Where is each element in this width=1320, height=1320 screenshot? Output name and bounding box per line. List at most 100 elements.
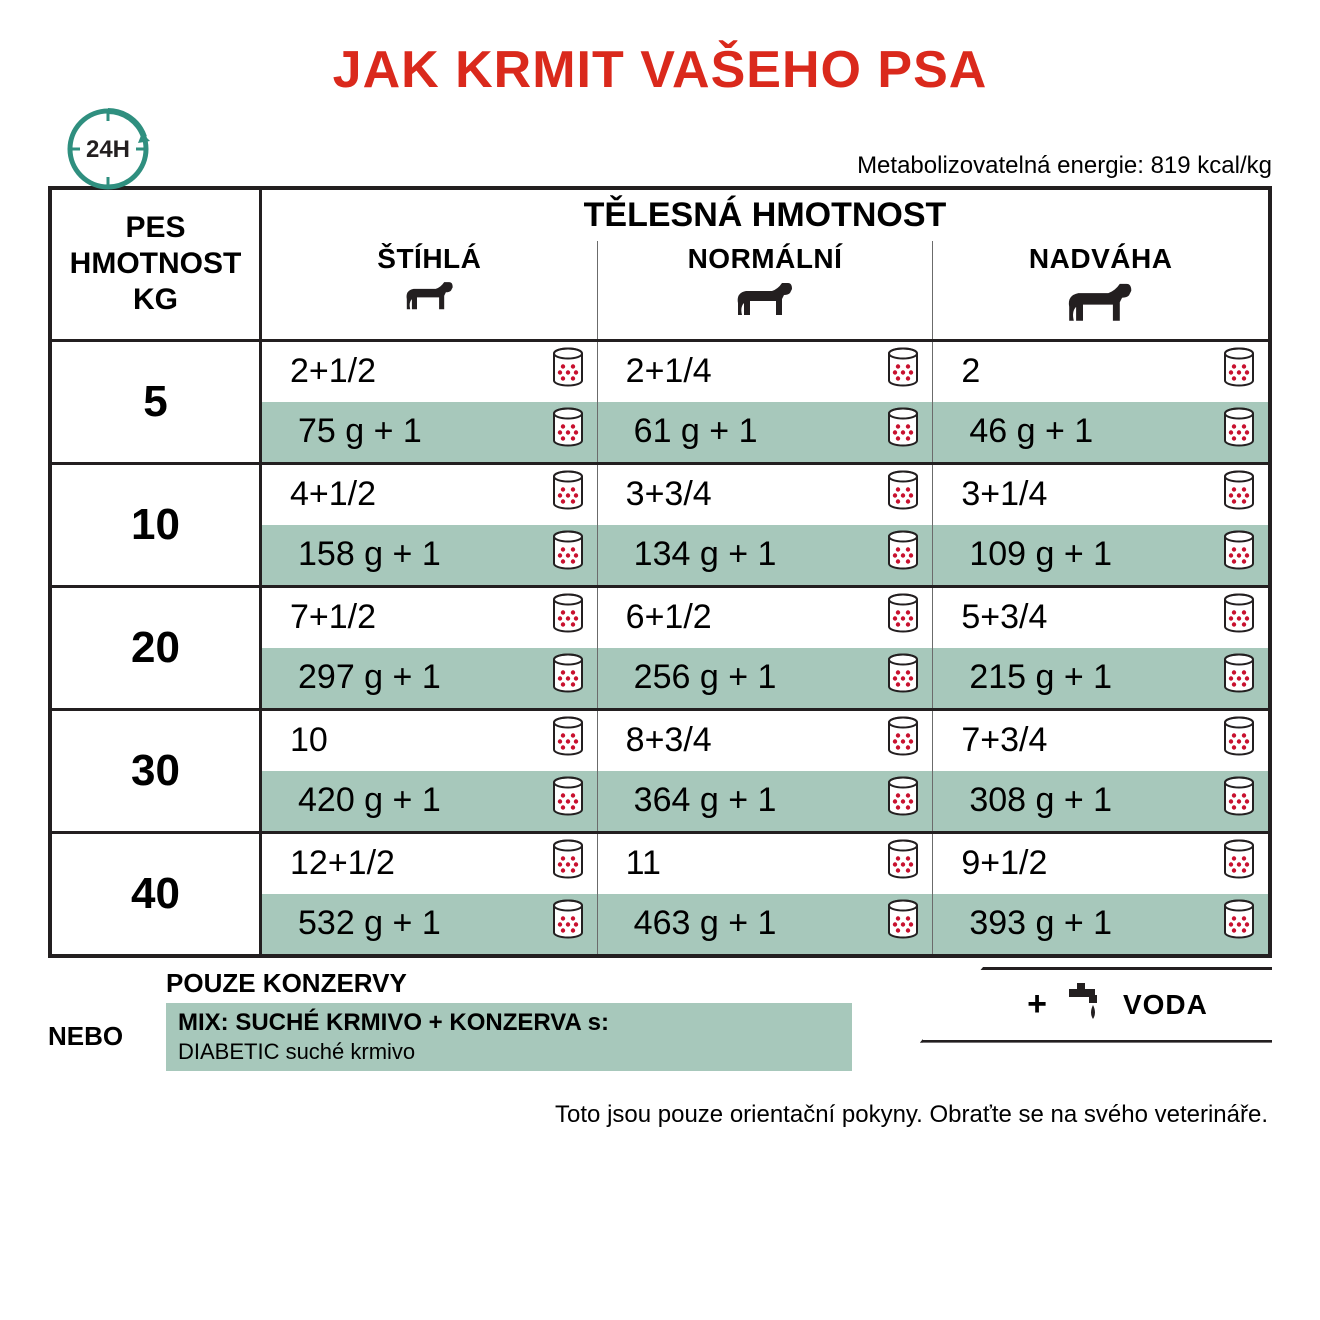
page-title: JAK KRMIT VAŠEHO PSA	[48, 40, 1272, 100]
grams-value: 134 g + 1	[598, 525, 933, 585]
header-condition-col: ŠTÍHLÁ	[262, 241, 597, 339]
cans-value: 3+3/4	[598, 465, 933, 525]
can-icon	[1222, 469, 1256, 520]
cans-value: 2	[933, 342, 1268, 402]
table-cell: 2+1/2 75 g + 1	[262, 342, 597, 462]
can-icon	[1222, 838, 1256, 889]
can-icon	[1222, 406, 1256, 457]
grams-value: 393 g + 1	[933, 894, 1268, 954]
header-condition-label: NADVÁHA	[933, 243, 1268, 275]
cans-value: 12+1/2	[262, 834, 597, 894]
weight-cell: 40	[52, 834, 262, 954]
energy-text: Metabolizovatelná energie: 819 kcal/kg	[857, 152, 1272, 180]
svg-text:24H: 24H	[86, 136, 130, 163]
can-icon	[886, 406, 920, 457]
can-icon	[551, 529, 585, 580]
table-cell: 7+3/4 308 g + 1	[932, 711, 1268, 831]
table-cell: 2+1/4 61 g + 1	[597, 342, 933, 462]
header-weight-l1: PES	[125, 210, 185, 246]
dog-icon	[400, 277, 460, 314]
can-icon	[551, 592, 585, 643]
cans-value: 2+1/2	[262, 342, 597, 402]
header-weight-col: PES HMOTNOST KG	[52, 190, 262, 339]
feeding-table: PES HMOTNOST KG TĚLESNÁ HMOTNOST ŠTÍHLÁ …	[48, 186, 1272, 958]
cans-value: 3+1/4	[933, 465, 1268, 525]
grams-value: 75 g + 1	[262, 402, 597, 462]
table-cell: 12+1/2 532 g + 1	[262, 834, 597, 954]
footer-mix-box: MIX: SUCHÉ KRMIVO + KONZERVA s: DIABETIC…	[166, 1003, 852, 1071]
can-icon	[886, 715, 920, 766]
table-cell: 4+1/2 158 g + 1	[262, 465, 597, 585]
cans-value: 4+1/2	[262, 465, 597, 525]
can-icon	[886, 346, 920, 397]
grams-value: 532 g + 1	[262, 894, 597, 954]
table-row: 40 12+1/2 532 g + 1 11	[52, 831, 1268, 954]
grams-value: 297 g + 1	[262, 648, 597, 708]
footer-or-label: NEBO	[48, 1021, 123, 1052]
can-icon	[551, 652, 585, 703]
cans-value: 2+1/4	[598, 342, 933, 402]
header-condition-label: ŠTÍHLÁ	[262, 243, 597, 275]
clock-24h-icon: 24H	[66, 107, 150, 196]
can-icon	[1222, 346, 1256, 397]
table-row: 10 4+1/2 158 g + 1 3+3	[52, 462, 1268, 585]
cans-value: 11	[598, 834, 933, 894]
table-cell: 8+3/4 364 g + 1	[597, 711, 933, 831]
tap-icon	[1063, 979, 1107, 1030]
can-icon	[551, 775, 585, 826]
cans-value: 9+1/2	[933, 834, 1268, 894]
weight-cell: 10	[52, 465, 262, 585]
cans-value: 6+1/2	[598, 588, 933, 648]
weight-cell: 5	[52, 342, 262, 462]
can-icon	[886, 898, 920, 949]
cans-value: 5+3/4	[933, 588, 1268, 648]
grams-value: 61 g + 1	[598, 402, 933, 462]
dog-icon	[1060, 277, 1141, 328]
cans-value: 8+3/4	[598, 711, 933, 771]
footer-block: POUZE KONZERVY NEBO MIX: SUCHÉ KRMIVO + …	[48, 962, 1272, 1073]
table-cell: 10 420 g + 1	[262, 711, 597, 831]
table-cell: 3+3/4 134 g + 1	[597, 465, 933, 585]
grams-value: 364 g + 1	[598, 771, 933, 831]
can-icon	[551, 469, 585, 520]
cans-value: 7+3/4	[933, 711, 1268, 771]
table-cell: 3+1/4 109 g + 1	[932, 465, 1268, 585]
dog-icon	[730, 277, 800, 321]
cans-value: 10	[262, 711, 597, 771]
header-body-title: TĚLESNÁ HMOTNOST	[262, 190, 1268, 241]
can-icon	[886, 469, 920, 520]
table-cell: 11 463 g + 1	[597, 834, 933, 954]
header-condition-label: NORMÁLNÍ	[598, 243, 933, 275]
can-icon	[886, 592, 920, 643]
can-icon	[886, 652, 920, 703]
can-icon	[1222, 529, 1256, 580]
can-icon	[1222, 898, 1256, 949]
header-weight-l3: KG	[133, 282, 178, 318]
header-condition-col: NADVÁHA	[932, 241, 1268, 339]
can-icon	[886, 529, 920, 580]
can-icon	[1222, 715, 1256, 766]
table-row: 20 7+1/2 297 g + 1 6+1	[52, 585, 1268, 708]
grams-value: 463 g + 1	[598, 894, 933, 954]
grams-value: 46 g + 1	[933, 402, 1268, 462]
can-icon	[551, 898, 585, 949]
grams-value: 215 g + 1	[933, 648, 1268, 708]
table-row: 5 2+1/2 75 g + 1 2+1/4	[52, 339, 1268, 462]
table-cell: 2 46 g + 1	[932, 342, 1268, 462]
grams-value: 256 g + 1	[598, 648, 933, 708]
can-icon	[551, 406, 585, 457]
can-icon	[1222, 652, 1256, 703]
grams-value: 420 g + 1	[262, 771, 597, 831]
header-weight-l2: HMOTNOST	[70, 246, 242, 282]
disclaimer-text: Toto jsou pouze orientační pokyny. Obrať…	[48, 1101, 1272, 1129]
can-icon	[551, 346, 585, 397]
footer-mix-title: MIX: SUCHÉ KRMIVO + KONZERVA s:	[178, 1009, 840, 1037]
meta-row: 24H Metabolizovatelná energie: 819 kcal/…	[48, 136, 1272, 186]
table-cell: 7+1/2 297 g + 1	[262, 588, 597, 708]
header-condition-col: NORMÁLNÍ	[597, 241, 933, 339]
table-cell: 5+3/4 215 g + 1	[932, 588, 1268, 708]
grams-value: 158 g + 1	[262, 525, 597, 585]
table-header: PES HMOTNOST KG TĚLESNÁ HMOTNOST ŠTÍHLÁ …	[52, 190, 1268, 339]
can-icon	[886, 838, 920, 889]
can-icon	[886, 775, 920, 826]
